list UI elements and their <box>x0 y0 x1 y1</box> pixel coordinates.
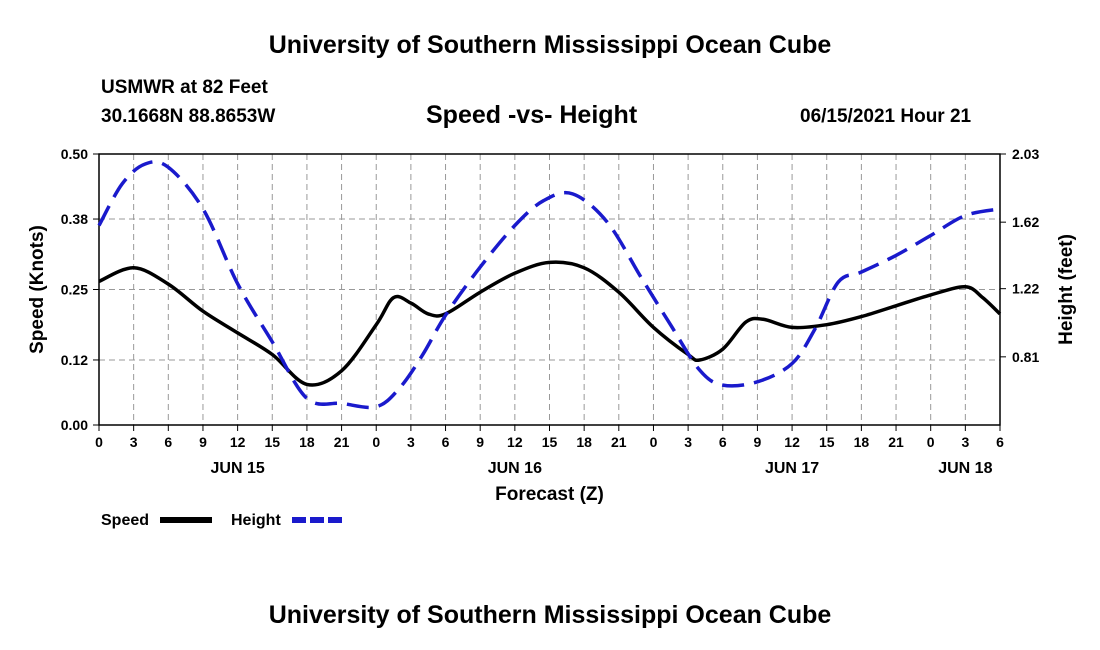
x-tick-label: 9 <box>754 434 762 450</box>
x-tick-label: 15 <box>819 434 835 450</box>
x-tick-label: 3 <box>684 434 692 450</box>
ticks: 0 3 6 9 12 15 18 21 0 3 6 9 12 15 18 21 0 3 6 9 12 15 18 21 0 3 6 0… <box>61 146 1040 477</box>
series <box>97 160 1002 410</box>
y2-tick-label: 0.81 <box>1012 349 1039 365</box>
x-tick-label: 21 <box>888 434 904 450</box>
legend: Speed Height <box>101 512 342 529</box>
y-axis-label: Speed (Knots) <box>27 225 48 354</box>
x-tick-label: 6 <box>164 434 172 450</box>
date-label: JUN 15 <box>210 460 264 477</box>
x-axis-label: Forecast (Z) <box>495 484 604 505</box>
date-label: JUN 16 <box>488 460 542 477</box>
station-name: USMWR at 82 Feet <box>101 77 268 98</box>
y-tick-label: 0.00 <box>61 417 88 433</box>
y2-tick-label: 1.62 <box>1012 214 1039 230</box>
x-tick-label: 0 <box>372 434 380 450</box>
forecast-datetime: 06/15/2021 Hour 21 <box>800 106 972 127</box>
y-tick-label: 0.25 <box>61 282 88 298</box>
y2-tick-label: 1.22 <box>1012 281 1039 297</box>
y-tick-label: 0.50 <box>61 146 88 162</box>
x-tick-label: 12 <box>230 434 246 450</box>
x-tick-label: 3 <box>407 434 415 450</box>
x-tick-label: 21 <box>611 434 627 450</box>
x-tick-label: 3 <box>130 434 138 450</box>
height-series-line <box>97 160 1001 410</box>
x-tick-label: 3 <box>961 434 969 450</box>
x-tick-label: 9 <box>199 434 207 450</box>
x-tick-label: 0 <box>95 434 103 450</box>
chart-title: Speed -vs- Height <box>426 101 638 129</box>
x-tick-label: 18 <box>854 434 870 450</box>
x-tick-label: 0 <box>650 434 658 450</box>
y-tick-label: 0.12 <box>61 352 88 368</box>
station-coords: 30.1668N 88.8653W <box>101 106 276 127</box>
page-title-bottom: University of Southern Mississippi Ocean… <box>268 601 832 629</box>
legend-label-height: Height <box>231 512 281 529</box>
x-tick-label: 6 <box>719 434 727 450</box>
y2-axis-label: Height (feet) <box>1056 234 1077 345</box>
page-title-top: University of Southern Mississippi Ocean… <box>268 31 832 59</box>
x-tick-label: 21 <box>334 434 350 450</box>
y2-tick-label: 2.03 <box>1012 146 1039 162</box>
x-tick-label: 6 <box>442 434 450 450</box>
x-tick-label: 0 <box>927 434 935 450</box>
x-tick-label: 15 <box>542 434 558 450</box>
x-tick-label: 6 <box>996 434 1004 450</box>
x-tick-label: 15 <box>264 434 280 450</box>
x-tick-label: 9 <box>476 434 484 450</box>
speed-series-line <box>98 260 1002 387</box>
x-tick-label: 12 <box>784 434 800 450</box>
date-label: JUN 17 <box>765 460 819 477</box>
x-tick-label: 18 <box>299 434 315 450</box>
y-tick-label: 0.38 <box>61 211 88 227</box>
date-label: JUN 18 <box>938 460 992 477</box>
grid <box>99 154 1000 425</box>
x-tick-label: 12 <box>507 434 523 450</box>
legend-label-speed: Speed <box>101 512 149 529</box>
x-tick-label: 18 <box>576 434 592 450</box>
